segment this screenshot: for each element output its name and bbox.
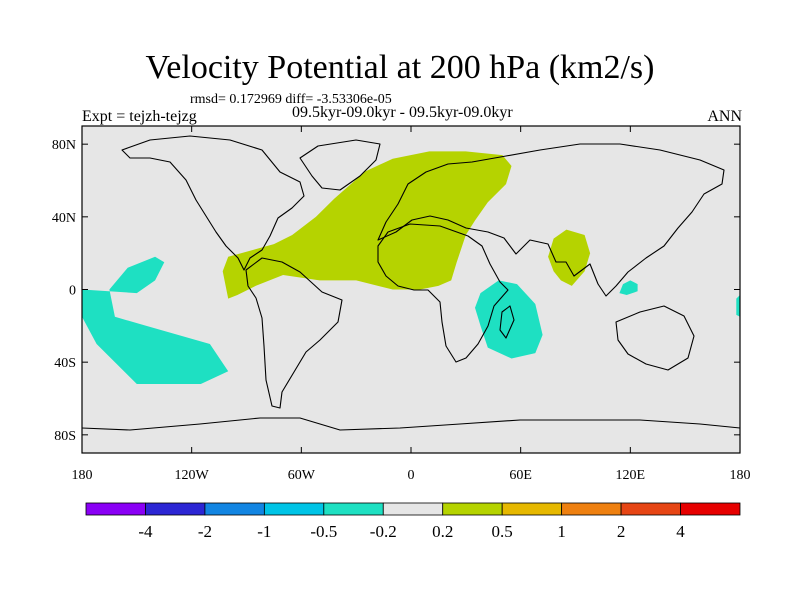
coastlines bbox=[82, 135, 740, 431]
colorbar-swatch bbox=[145, 502, 206, 516]
colorbar-label: 0.2 bbox=[432, 522, 453, 541]
x-tick-label: 60E bbox=[509, 468, 532, 483]
region-maritime-continent-negative bbox=[619, 280, 638, 295]
colorbar-swatch bbox=[680, 502, 741, 516]
colorbar-swatch bbox=[323, 502, 384, 516]
y-tick-label: 40S bbox=[54, 356, 76, 371]
x-tick-label: 180 bbox=[730, 468, 751, 483]
chart-title: Velocity Potential at 200 hPa (km2/s) bbox=[145, 49, 655, 86]
greenland-coast bbox=[299, 139, 381, 191]
north-america-coast bbox=[121, 135, 305, 271]
colorbar-swatch bbox=[382, 502, 444, 516]
period-label: 09.5kyr-09.0kyr - 09.5kyr-09.0kyr bbox=[292, 104, 513, 121]
region-madagascar-negative bbox=[475, 280, 543, 359]
colorbar-swatch bbox=[501, 502, 563, 516]
africa-coast bbox=[377, 223, 509, 363]
colorbar-label: -0.5 bbox=[310, 522, 337, 541]
colorbar-swatch bbox=[442, 502, 503, 516]
madagascar-coast bbox=[499, 305, 515, 339]
eurasia-coast bbox=[377, 143, 725, 297]
region-atlantic-africa-europe-positive bbox=[222, 151, 512, 299]
experiment-label: Expt = tejzh-tejzg bbox=[82, 108, 197, 125]
season-label: ANN bbox=[707, 108, 742, 125]
colorbar-label: 4 bbox=[676, 522, 685, 541]
colorbar-label: -1 bbox=[257, 522, 271, 541]
x-tick-label: 60W bbox=[288, 468, 316, 483]
x-tick-label: 0 bbox=[408, 468, 415, 483]
colorbar-swatch bbox=[561, 502, 622, 516]
colorbar-label: -2 bbox=[198, 522, 212, 541]
x-tick-label: 120E bbox=[616, 468, 646, 483]
colorbar-swatch bbox=[620, 502, 681, 516]
y-tick-label: 40N bbox=[52, 211, 76, 226]
y-tick-label: 0 bbox=[69, 284, 76, 299]
antarctica-coast bbox=[82, 417, 740, 431]
y-tick-label: 80N bbox=[52, 138, 76, 153]
australia-coast bbox=[615, 305, 695, 371]
colorbar-label: -4 bbox=[138, 522, 153, 541]
colorbar-label: 1 bbox=[557, 522, 566, 541]
region-south-pacific-negative bbox=[82, 256, 229, 384]
colorbar-swatch bbox=[85, 502, 146, 516]
colorbar-swatch bbox=[263, 502, 325, 516]
colorbar-label: 0.5 bbox=[492, 522, 513, 541]
colorbar-label: 2 bbox=[617, 522, 626, 541]
colorbar-swatch bbox=[204, 502, 265, 516]
axis-ticks: 180 120W 60W 0 60E 120E 180 80N 40N 0 40S 80S bbox=[52, 126, 751, 483]
x-tick-label: 120W bbox=[175, 468, 210, 483]
stats-text: rmsd= 0.172969 diff= -3.53306e-05 bbox=[190, 92, 392, 107]
y-tick-label: 80S bbox=[54, 429, 76, 444]
region-date-line-negative bbox=[736, 295, 740, 317]
colorbar-label: -0.2 bbox=[370, 522, 397, 541]
south-america-coast bbox=[245, 257, 343, 409]
colorbar: -4 -2 -1 -0.5 -0.2 0.2 0.5 1 2 4 bbox=[85, 502, 741, 541]
x-tick-label: 180 bbox=[72, 468, 93, 483]
